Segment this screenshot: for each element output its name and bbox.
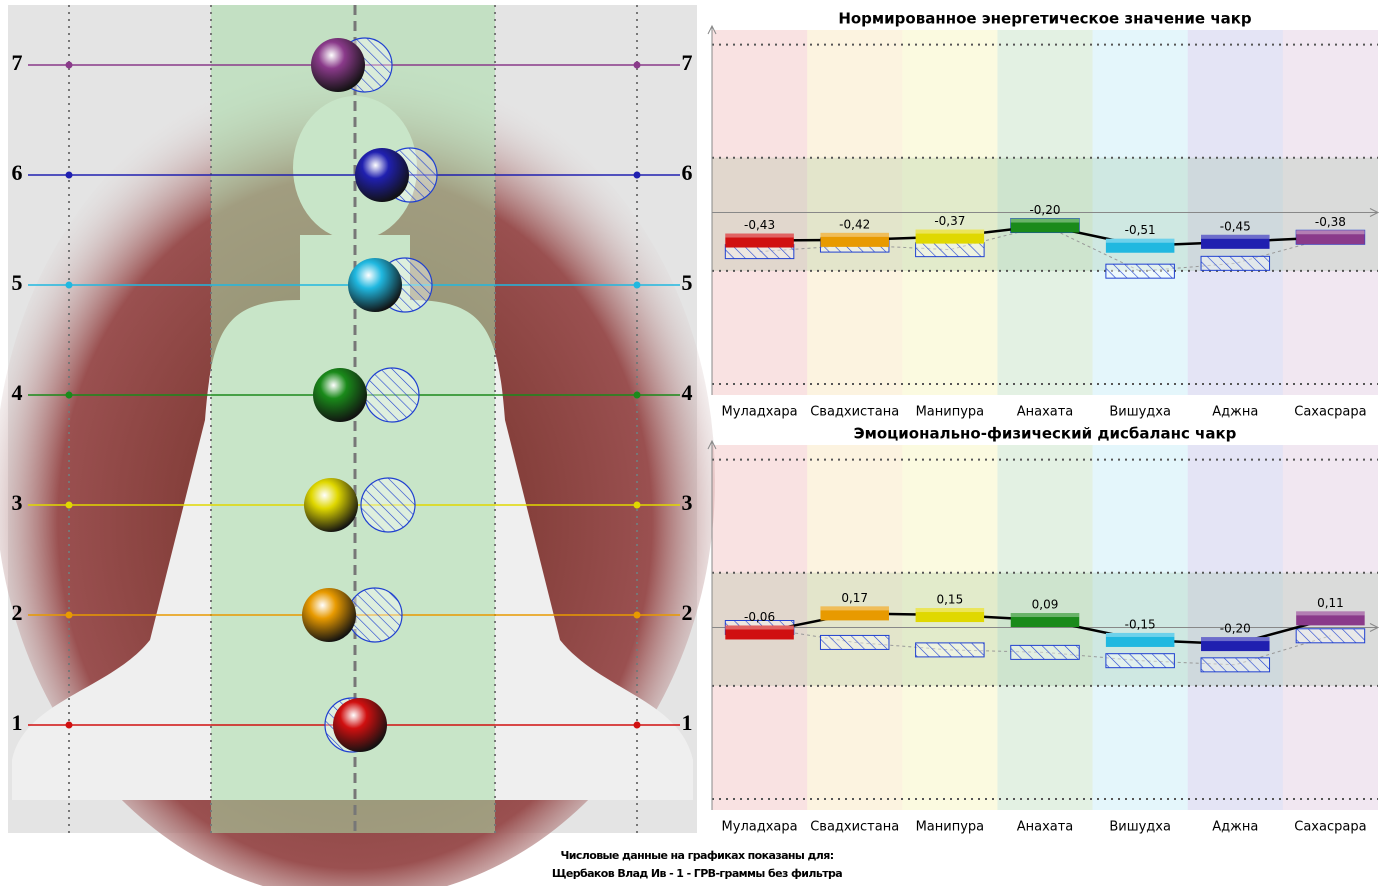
bar-shine bbox=[916, 230, 985, 234]
level-dot bbox=[66, 172, 73, 179]
bar-shine bbox=[1011, 219, 1080, 223]
level-dot bbox=[66, 392, 73, 399]
hatched-ball bbox=[348, 588, 402, 642]
value-label: -0,43 bbox=[744, 218, 775, 232]
level-label: 3 bbox=[12, 490, 23, 515]
chart-title: Эмоционально-физический дисбаланс чакр bbox=[854, 425, 1237, 443]
x-tick-label: Свадхистана bbox=[810, 820, 899, 835]
level-dot bbox=[66, 282, 73, 289]
x-tick-label: Сахасрара bbox=[1294, 405, 1366, 420]
level-label: 4 bbox=[12, 380, 23, 405]
x-tick-label: Манипура bbox=[916, 405, 985, 420]
level-label: 5 bbox=[682, 270, 693, 295]
x-tick-label: Муладхара bbox=[722, 820, 798, 835]
level-dot bbox=[66, 502, 73, 509]
x-tick-label: Вишудха bbox=[1109, 820, 1171, 835]
reference-box bbox=[1201, 256, 1270, 270]
reference-box bbox=[916, 243, 985, 257]
level-dot bbox=[634, 612, 641, 619]
footer-line: Щербаков Влад Ив - 1 - ГРВ-граммы без фи… bbox=[552, 867, 842, 880]
page: Числовые данные на графиках показаны для… bbox=[0, 0, 1393, 886]
reference-box bbox=[1296, 629, 1365, 643]
bar-shine bbox=[1106, 239, 1175, 243]
x-tick-label: Аджна bbox=[1212, 820, 1258, 835]
bar-shine bbox=[820, 233, 889, 237]
reference-box bbox=[1106, 654, 1175, 668]
level-dot bbox=[66, 612, 73, 619]
level-label: 2 bbox=[682, 600, 693, 625]
level-label: 7 bbox=[682, 50, 693, 75]
hatched-ball bbox=[361, 478, 415, 532]
value-label: 0,11 bbox=[1317, 596, 1344, 610]
reference-box bbox=[1201, 658, 1270, 672]
x-tick-label: Свадхистана bbox=[810, 405, 899, 420]
chakra-ball bbox=[333, 698, 387, 752]
bar-shine bbox=[725, 625, 794, 629]
bar-shine bbox=[1201, 235, 1270, 239]
bar-shine bbox=[1201, 637, 1270, 641]
chart-title: Нормированное энергетическое значение ча… bbox=[838, 10, 1252, 28]
x-tick-label: Вишудха bbox=[1109, 405, 1171, 420]
bar-shine bbox=[725, 234, 794, 238]
chakra-ball bbox=[311, 38, 365, 92]
value-label: -0,20 bbox=[1220, 622, 1251, 636]
level-label: 3 bbox=[682, 490, 693, 515]
x-tick-label: Муладхара bbox=[722, 405, 798, 420]
x-tick-label: Аджна bbox=[1212, 405, 1258, 420]
bar-shine bbox=[1011, 613, 1080, 617]
level-label: 6 bbox=[12, 160, 23, 185]
bar-shine bbox=[1296, 611, 1365, 615]
bar-shine bbox=[916, 608, 985, 612]
value-label: 0,09 bbox=[1032, 598, 1059, 612]
level-dot bbox=[634, 282, 641, 289]
reference-box bbox=[916, 643, 985, 657]
bar-shine bbox=[1106, 633, 1175, 637]
level-dot bbox=[634, 172, 641, 179]
chakra-ball bbox=[348, 258, 402, 312]
value-label: -0,37 bbox=[934, 214, 965, 228]
level-dot bbox=[634, 392, 641, 399]
level-dot bbox=[66, 62, 73, 69]
bar-shine bbox=[1296, 230, 1365, 234]
x-tick-label: Манипура bbox=[916, 820, 985, 835]
body-panel bbox=[0, 5, 715, 886]
level-label: 6 bbox=[682, 160, 693, 185]
level-label: 4 bbox=[682, 380, 693, 405]
value-label: -0,38 bbox=[1315, 215, 1346, 229]
level-label: 7 bbox=[12, 50, 23, 75]
reference-box bbox=[820, 635, 889, 649]
value-label: -0,42 bbox=[839, 217, 870, 231]
chakra-ball bbox=[313, 368, 367, 422]
level-label: 1 bbox=[12, 710, 23, 735]
x-tick-label: Анахата bbox=[1017, 820, 1074, 835]
level-label: 1 bbox=[682, 710, 693, 735]
value-label: -0,06 bbox=[744, 610, 775, 624]
level-label: 5 bbox=[12, 270, 23, 295]
level-dot bbox=[66, 722, 73, 729]
reference-box bbox=[1106, 264, 1175, 278]
value-label: -0,20 bbox=[1029, 203, 1060, 217]
value-label: 0,17 bbox=[841, 591, 868, 605]
level-dot bbox=[634, 722, 641, 729]
x-tick-label: Сахасрара bbox=[1294, 820, 1366, 835]
value-label: -0,51 bbox=[1125, 223, 1156, 237]
level-dot bbox=[634, 62, 641, 69]
normal-zone bbox=[712, 573, 1378, 686]
chakra-ball bbox=[304, 478, 358, 532]
level-label: 2 bbox=[12, 600, 23, 625]
value-label: 0,15 bbox=[936, 593, 963, 607]
level-dot bbox=[634, 502, 641, 509]
reference-box bbox=[1011, 645, 1080, 659]
x-tick-label: Анахата bbox=[1017, 405, 1074, 420]
value-label: -0,15 bbox=[1125, 617, 1156, 631]
value-label: -0,45 bbox=[1220, 219, 1251, 233]
bar-shine bbox=[820, 606, 889, 610]
chakra-ball bbox=[302, 588, 356, 642]
chakra-ball bbox=[355, 148, 409, 202]
hatched-ball bbox=[365, 368, 419, 422]
footer-line: Числовые данные на графиках показаны для… bbox=[560, 849, 833, 862]
